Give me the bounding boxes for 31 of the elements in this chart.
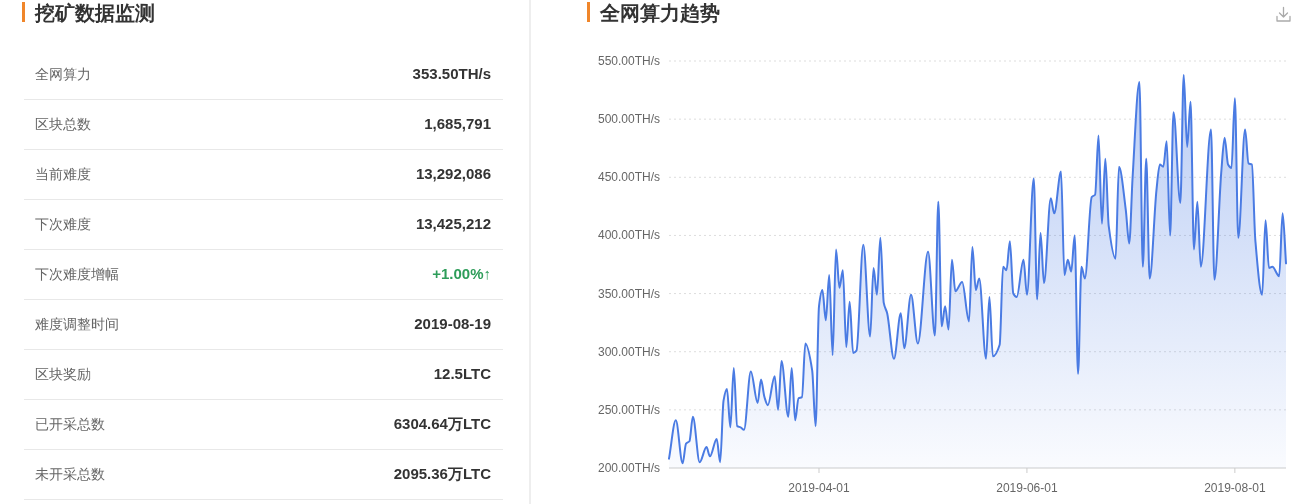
category-label: 已开采总数 [35,416,105,432]
y-tick-label: 350.00TH/s [597,286,660,301]
text: 挖矿数据监测 [34,2,155,24]
y-tick-label: 200.00TH/s [597,461,660,475]
text: 353.50TH/s [412,65,491,82]
text: 2095.36万LTC [393,465,491,482]
y-tick-label: 500.00TH/s [597,112,660,127]
category-label: 难度调整时间 [34,316,119,332]
category-label: 区块总数 [35,116,91,132]
y-tick-label: 450.00TH/s [597,170,660,185]
text: 13,425,212 [415,215,491,232]
y-tick-label: 300.00TH/s [597,344,660,359]
category-label: 区块奖励 [35,366,91,382]
y-tick-label: 550.00TH/s [597,54,660,68]
x-tick-label: 2019-06-01 [996,481,1058,495]
text: 6304.64万LTC [393,415,491,432]
category-label: 当前难度 [35,166,91,182]
text: 13,292,086 [415,165,491,182]
x-tick-label: 2019-08-01 [1204,481,1266,495]
category-label: 全网算力 [35,66,91,82]
category-label: 下次难度增幅 [35,266,119,282]
y-tick-label: 400.00TH/s [597,228,660,243]
text: 1,685,791 [424,115,491,132]
category-label: 下次难度 [35,216,91,232]
y-tick-label: 250.00TH/s [597,402,660,417]
text: +1.00%↑ [432,265,491,282]
category-label: 未开采总数 [35,466,105,482]
chart-title: 全网算力趋势 [599,2,720,24]
text: 12.5LTC [433,365,491,382]
x-tick-label: 2019-04-01 [788,481,850,495]
text: 2019-08-19 [414,315,491,332]
